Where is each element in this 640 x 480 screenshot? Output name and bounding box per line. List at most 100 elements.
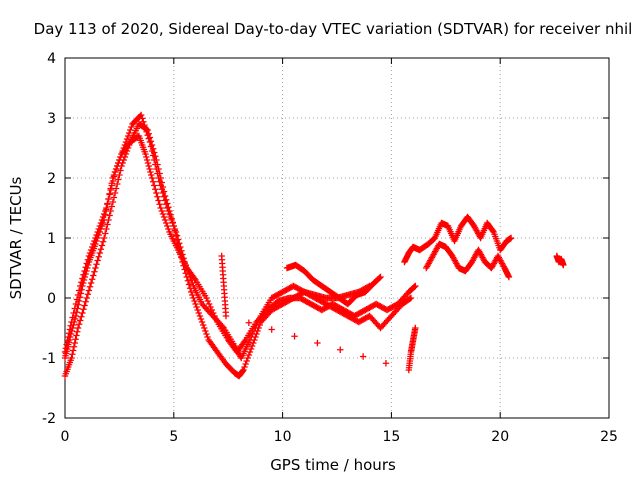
data-point [157,182,164,189]
data-point [71,339,78,347]
data-point [159,189,167,197]
data-point [179,251,186,258]
data-point [241,363,248,371]
series-trace-d [283,261,384,308]
y-tick-label: -1 [42,351,56,367]
x-tick-label: 10 [274,429,292,445]
data-point [245,351,253,359]
data-point [143,156,151,164]
data-point [152,186,159,193]
data-point [240,366,247,374]
data-point [103,225,110,233]
grid-lines [65,58,609,418]
data-point [406,295,414,302]
data-point [153,189,160,197]
data-point [109,198,117,206]
data-point [171,225,179,233]
data-point [102,230,109,237]
data-point [79,309,86,317]
data-point [119,147,126,155]
data-point [143,128,150,136]
data-point [244,354,251,362]
data-point [73,332,80,339]
data-point [80,306,87,313]
data-point [75,287,83,294]
data-point [74,291,82,299]
data-point [560,261,567,269]
data-point [115,176,122,183]
data-point [162,201,170,208]
data-point [412,282,419,290]
data-point [89,243,96,251]
data-point [248,333,255,341]
data-point [291,333,298,340]
data-point [70,343,78,350]
data-point [82,298,89,305]
data-point [199,321,207,329]
data-point [189,291,196,299]
data-point [507,234,515,242]
data-point [182,261,189,269]
x-tick-label: 20 [491,429,509,445]
data-point [68,318,75,326]
data-point [63,341,70,348]
data-point [112,185,120,192]
data-point [61,348,69,356]
data-point [77,317,84,324]
data-point [71,305,78,312]
data-point [109,177,117,185]
data-point [207,303,214,311]
data-point [202,327,209,335]
data-point [95,253,102,260]
data-point [105,216,112,224]
data-point [337,346,344,353]
data-point [90,240,97,248]
data-point [100,210,108,218]
data-point [186,273,194,281]
data-point [78,279,85,286]
data-point [92,264,99,272]
data-point [154,193,161,200]
data-point [156,201,163,208]
data-point [196,312,204,320]
data-point [86,283,94,290]
data-point [172,228,180,236]
data-point [72,336,79,343]
data-point [123,135,131,143]
data-point [69,314,76,321]
data-point [170,222,177,230]
data-point [137,111,145,119]
data-point [165,207,172,215]
data-point [74,328,81,335]
data-point [243,357,250,365]
data-point [376,274,383,281]
data-point [205,300,213,308]
data-point [91,237,98,245]
data-point [156,178,163,185]
data-point [92,234,99,242]
data-point [193,303,200,311]
data-point [77,282,84,290]
data-point [148,147,156,155]
y-tick-label: 4 [47,51,56,67]
data-point [252,324,259,332]
data-point [268,326,275,333]
data-point [204,333,211,341]
data-point [114,162,121,170]
data-point [142,150,149,158]
data-point [242,360,249,368]
data-point [139,115,146,122]
axis-ticks: 0 5 10 15 20 25 -2 -1 0 1 2 3 4 [42,51,618,445]
data-point [153,165,160,173]
series-trace-e [218,252,419,374]
data-point [128,123,135,131]
data-point [185,281,193,288]
data-point [185,270,193,278]
data-point [181,258,188,266]
data-point [180,255,187,262]
data-point [99,213,107,221]
data-point [143,153,150,161]
data-point [65,333,72,341]
data-point [160,213,168,221]
data-point [147,143,155,150]
